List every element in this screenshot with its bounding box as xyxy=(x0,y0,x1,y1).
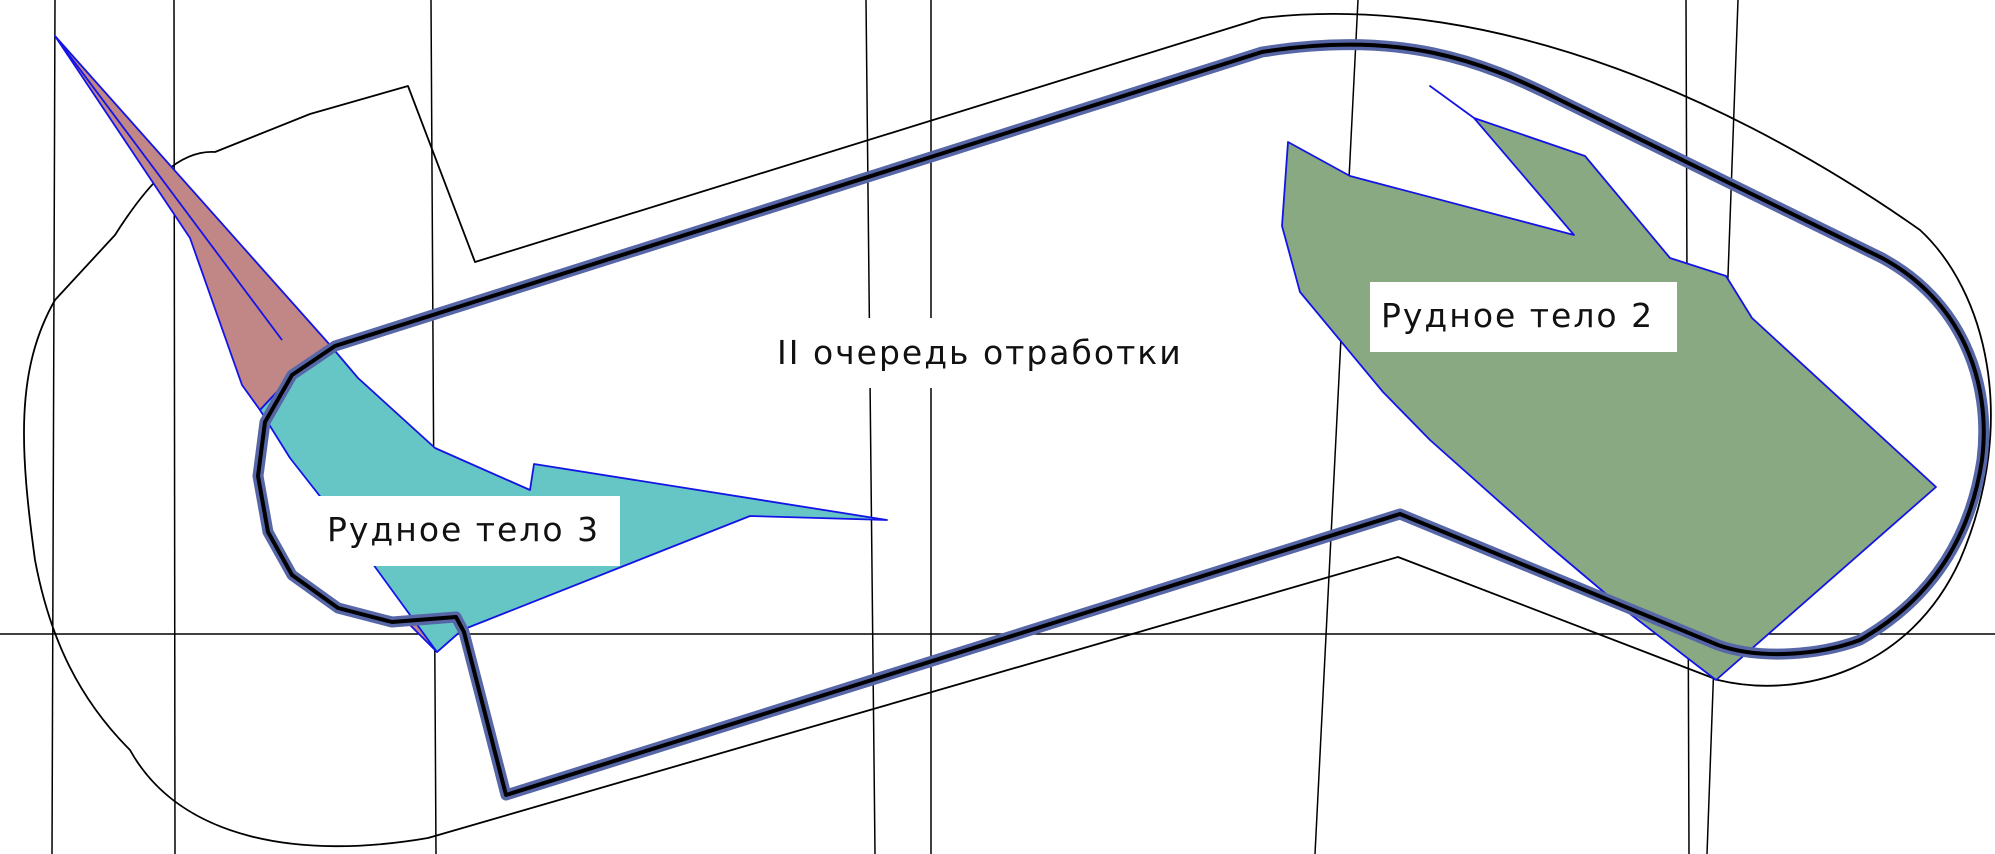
main-label: II очередь отработки xyxy=(777,333,1183,372)
ore-body-2-label-background xyxy=(1370,282,1677,352)
pit-boundary xyxy=(256,42,1986,797)
ore-body-pink-inner-line xyxy=(54,35,283,341)
outer-contour xyxy=(23,13,1992,848)
main-label-group: II очередь отработки xyxy=(768,318,1186,388)
ore-body-3-label-group: Рудное тело 3 xyxy=(318,496,620,566)
grid-line-v4 xyxy=(865,0,876,854)
grid-line-v1 xyxy=(51,0,56,854)
ore-body-2-label: Рудное тело 2 xyxy=(1381,296,1654,335)
ore-body-2-label-group: Рудное тело 2 xyxy=(1370,282,1677,352)
main-label-background xyxy=(768,318,1186,388)
ore-body-3-label: Рудное тело 3 xyxy=(327,510,600,549)
grid-line-v3 xyxy=(430,0,437,854)
grid-line-v6 xyxy=(1314,0,1359,854)
ore-body-3-label-background xyxy=(318,496,620,566)
grid-line-v2 xyxy=(173,0,176,854)
ore-body-2 xyxy=(1281,85,1937,681)
